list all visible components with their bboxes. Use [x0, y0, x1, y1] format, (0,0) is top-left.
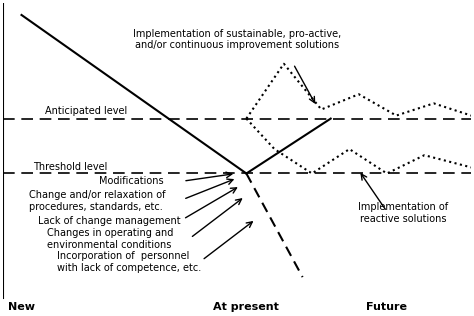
Text: Threshold level: Threshold level [33, 162, 108, 172]
Text: Incorporation of  personnel
with lack of competence, etc.: Incorporation of personnel with lack of … [57, 251, 201, 273]
Text: Implementation of
reactive solutions: Implementation of reactive solutions [358, 202, 448, 224]
Text: Implementation of sustainable, pro-active,
and/or continuous improvement solutio: Implementation of sustainable, pro-activ… [133, 28, 341, 50]
Text: Changes in operating and
environmental conditions: Changes in operating and environmental c… [47, 228, 173, 250]
Text: New: New [8, 302, 35, 312]
Text: Change and/or relaxation of
procedures, standards, etc.: Change and/or relaxation of procedures, … [28, 190, 165, 212]
Text: Lack of change management: Lack of change management [38, 216, 181, 226]
Text: Future: Future [366, 302, 407, 312]
Text: Modifications: Modifications [99, 176, 164, 186]
Text: Anticipated level: Anticipated level [45, 106, 127, 116]
Text: At present: At present [213, 302, 279, 312]
